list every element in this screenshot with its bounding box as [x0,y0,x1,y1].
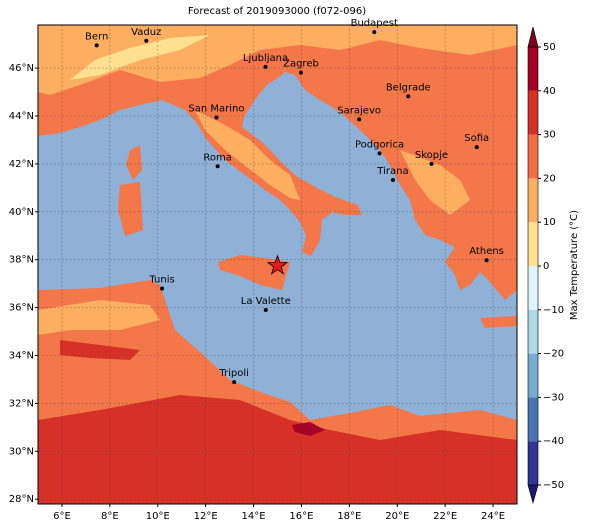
crete [480,316,517,328]
colorbar-segment [528,397,538,442]
x-tick-label: 24°E [481,511,505,522]
y-tick-label: 28°N [9,494,34,505]
corsica [126,145,142,180]
x-tick-label: 22°E [433,511,457,522]
colorbar-tick-label: 0 [543,261,549,272]
colorbar-segment [528,353,538,398]
city-dot [263,64,268,69]
libya-hotspot [292,422,325,436]
africa-coast-mild [38,300,160,335]
city-dot [263,308,268,313]
city-dot [298,70,303,75]
y-tick-label: 40°N [9,207,34,218]
city-label: Tunis [148,274,174,285]
city-label: San Marino [188,103,244,114]
colorbar-tick-label: 20 [543,173,556,184]
city-dot [484,258,489,263]
x-tick-label: 8°E [101,511,119,522]
colorbar-tick-label: 10 [543,217,556,228]
tunisia-hot [60,340,140,360]
city-dot [406,94,411,99]
x-tick-label: 18°E [337,511,361,522]
city-dot [232,380,237,385]
colorbar-segment [528,178,538,223]
x-tick-label: 14°E [242,511,266,522]
city-dot [390,177,395,182]
city-label: Belgrade [386,82,431,93]
city-label: Budapest [351,18,398,29]
city-dot [377,151,382,156]
city-label: Athens [469,246,504,257]
event-marker [266,254,289,275]
city-dot [214,115,219,120]
y-tick-label: 44°N [9,111,34,122]
colorbar-segment [528,47,538,91]
city-label: Sarajevo [337,105,381,116]
colorbar: −50 −40 −30 −20 −10 0 10 20 30 40 50 [527,26,564,505]
alps-cool [70,35,210,80]
city-dot [429,161,434,166]
colorbar-segment [528,222,538,266]
x-tick-label: 10°E [146,511,170,522]
sardinia [118,182,143,236]
city-dot [357,117,362,122]
city-label: Ljubljana [243,53,288,64]
colorbar-tick-label: −40 [543,436,564,447]
title: Forecast of 2019093000 (f072-096) [188,6,366,17]
city-dot [372,30,377,35]
y-tick-label: 46°N [9,63,34,74]
colorbar-segment [528,134,538,179]
x-tick-label: 20°E [385,511,409,522]
apennine [195,110,300,200]
city-label: La Valette [241,296,291,307]
colorbar-segment [528,90,538,135]
city-dot [160,286,165,291]
city-dot [474,145,479,150]
city-label: Tirana [376,166,408,177]
colorbar-under [527,484,539,505]
city-dot [215,164,220,169]
city-dot [144,38,149,43]
map-frame [37,24,518,505]
x-tick-label: 16°E [289,511,313,522]
colorbar-label: Max Temperature (°C) [569,210,580,320]
colorbar-tick-label: 40 [543,86,556,97]
y-tick-label: 30°N [9,446,34,457]
city-dot [94,43,99,48]
city-label: Bern [85,31,108,42]
city-label: Vaduz [131,27,161,38]
x-tick-label: 6°E [53,511,71,522]
y-tick-label: 38°N [9,255,34,266]
colorbar-tick-label: −30 [543,392,564,403]
city-label: Podgorica [355,139,404,150]
colorbar-tick-label: 50 [543,42,556,53]
y-tick-label: 42°N [9,159,34,170]
y-tick-label: 34°N [9,351,34,362]
city-label: Skopje [415,150,448,161]
city-label: Roma [203,152,232,163]
y-tick-label: 36°N [9,303,34,314]
colorbar-tick-label: −10 [543,305,564,316]
colorbar-tick-label: −20 [543,349,564,360]
balkan-high [400,150,470,215]
colorbar-over [527,26,539,48]
colorbar-segment [528,266,538,310]
city-label: Sofia [464,133,489,144]
colorbar-segment [528,441,538,485]
colorbar-tick-label: −50 [543,480,564,491]
y-tick-label: 32°N [9,398,34,409]
x-tick-label: 12°E [194,511,218,522]
colorbar-segment [528,309,538,354]
colorbar-tick-label: 30 [543,130,556,141]
city-label: Zagreb [283,59,319,70]
city-label: Tripoli [218,368,249,379]
